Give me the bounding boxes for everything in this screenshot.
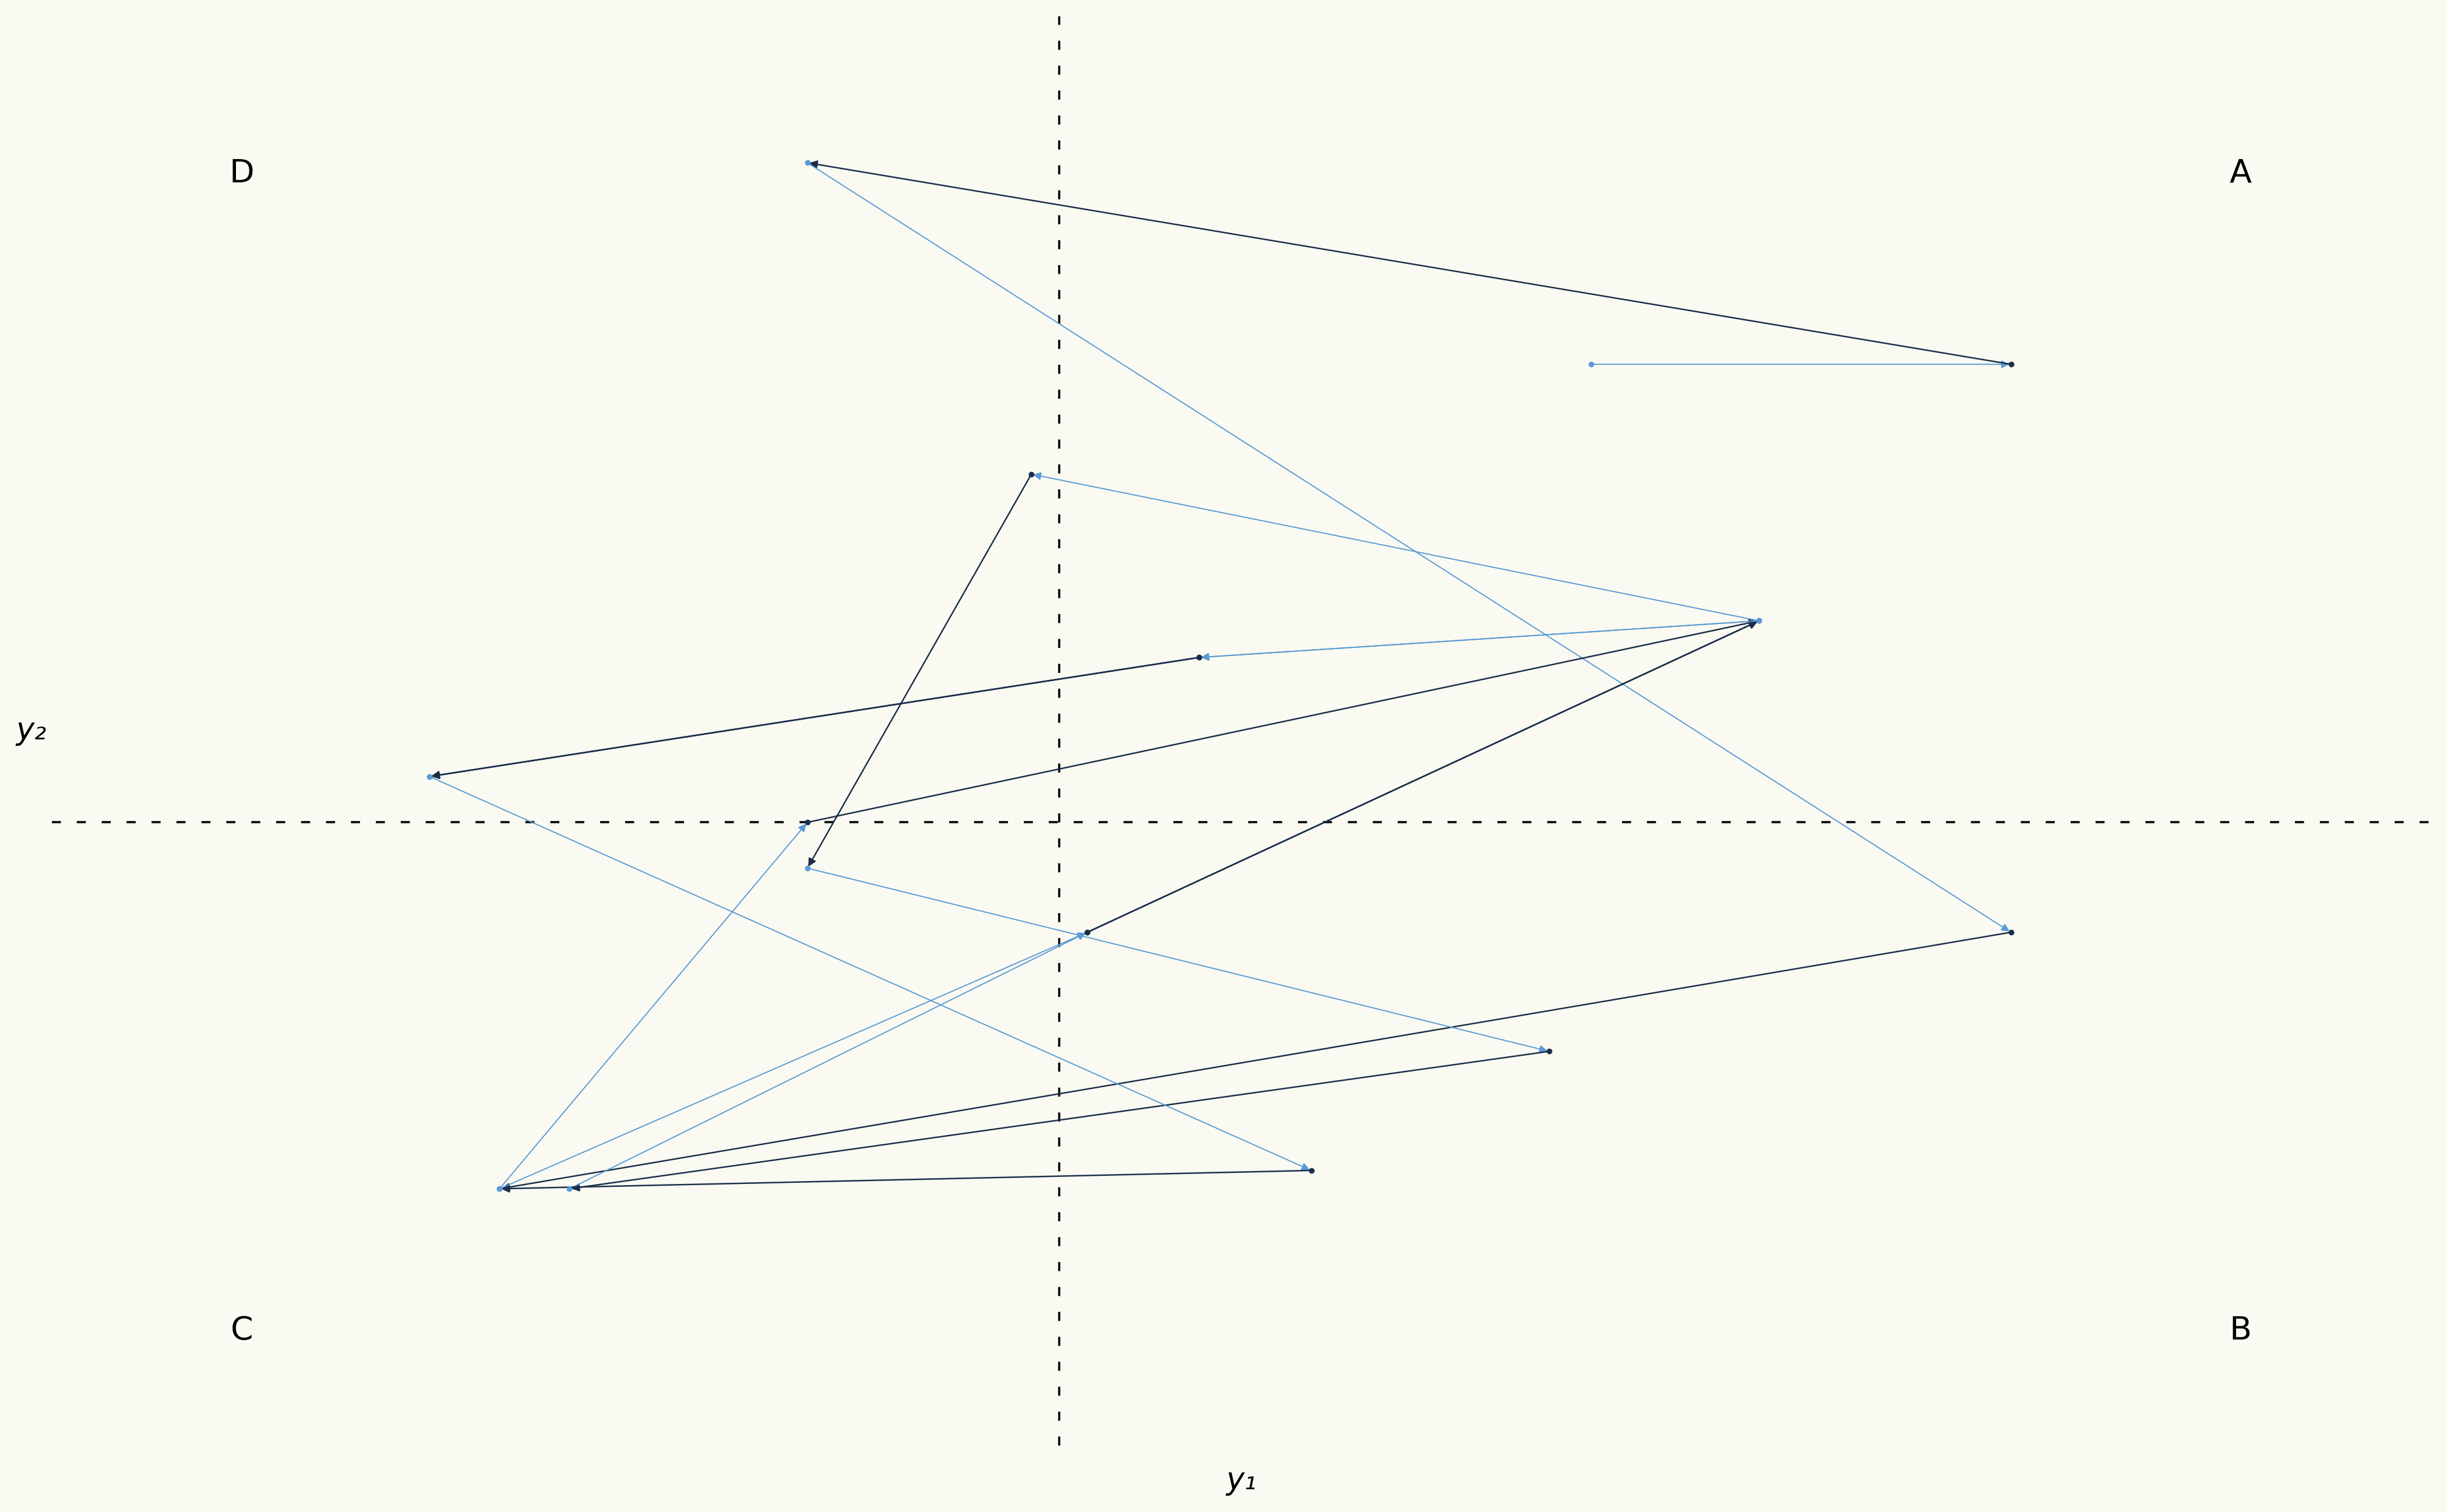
Y-axis label: y₂: y₂: [17, 715, 46, 745]
Text: B: B: [2229, 1315, 2251, 1347]
Text: A: A: [2229, 157, 2251, 189]
Text: C: C: [230, 1315, 254, 1347]
Text: D: D: [230, 157, 254, 189]
X-axis label: y₁: y₁: [1226, 1465, 1255, 1495]
